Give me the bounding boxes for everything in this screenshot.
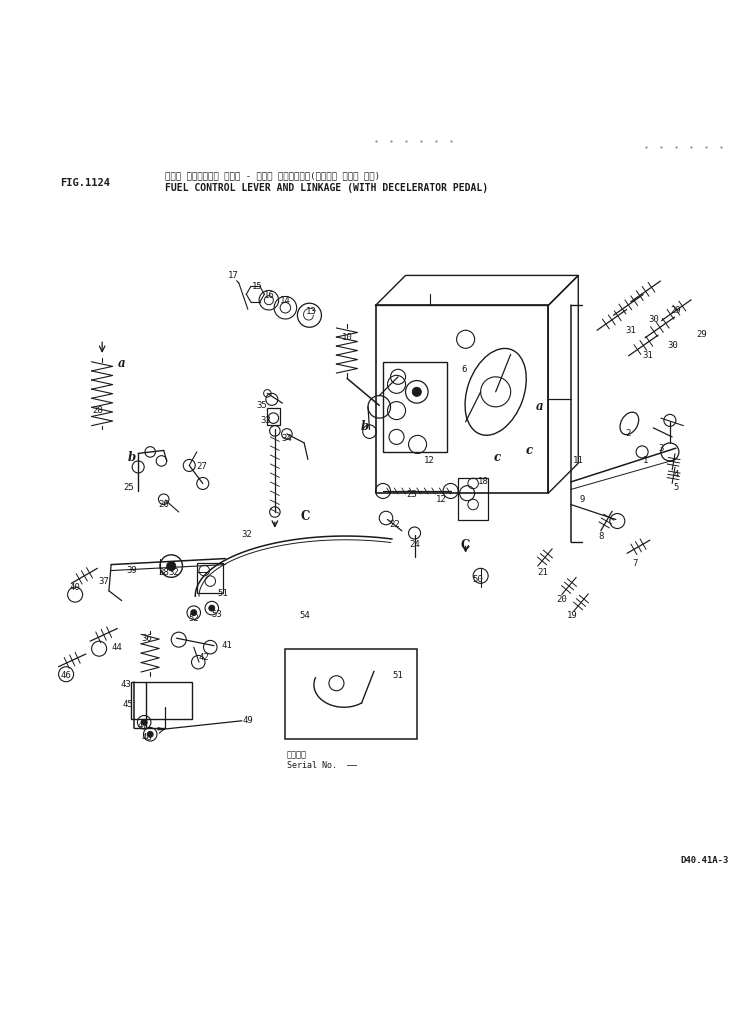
Text: 36: 36 (142, 634, 152, 643)
Text: 53: 53 (211, 609, 222, 618)
Text: 45: 45 (122, 699, 133, 709)
Text: 20: 20 (556, 595, 567, 603)
Circle shape (412, 387, 421, 396)
Text: FIG.1124: FIG.1124 (60, 178, 110, 187)
Circle shape (268, 413, 279, 423)
Circle shape (209, 605, 215, 611)
Text: 51: 51 (217, 589, 228, 598)
Text: 7: 7 (632, 558, 638, 567)
Text: 29: 29 (696, 331, 707, 339)
Text: 9: 9 (579, 496, 585, 505)
Circle shape (191, 609, 197, 615)
Text: 41: 41 (222, 641, 232, 650)
Bar (458, 478, 488, 519)
Text: 3: 3 (658, 443, 664, 453)
Text: 19: 19 (567, 611, 578, 621)
Text: フェル コントロール レバー - および リンケージ　(デクセル ペダル ツキ): フェル コントロール レバー - および リンケージ (デクセル ペダル ツキ) (165, 171, 380, 180)
Text: 12: 12 (424, 457, 435, 466)
Text: 40: 40 (70, 583, 80, 592)
Bar (383, 361, 447, 452)
Text: 5: 5 (673, 483, 679, 493)
Text: 11: 11 (573, 457, 584, 466)
Text: 29: 29 (671, 306, 681, 315)
Text: 44: 44 (111, 643, 122, 651)
Text: D40.41A-3: D40.41A-3 (680, 856, 728, 865)
Text: 43: 43 (121, 680, 131, 689)
Text: b: b (128, 452, 136, 465)
Text: 37: 37 (98, 577, 109, 586)
Text: b: b (361, 420, 369, 433)
Text: 50: 50 (472, 575, 483, 584)
Circle shape (167, 561, 176, 570)
Text: 35: 35 (256, 400, 267, 410)
Text: 1: 1 (643, 457, 649, 466)
Text: 8: 8 (598, 531, 604, 541)
Text: 31: 31 (626, 326, 636, 335)
Text: 25: 25 (124, 483, 134, 493)
Text: 10: 10 (342, 333, 352, 342)
Text: 16: 16 (264, 291, 274, 300)
Text: 15: 15 (252, 283, 262, 291)
Bar (376, 305, 548, 494)
Text: 46: 46 (61, 671, 71, 680)
Circle shape (147, 731, 153, 737)
Text: 32: 32 (241, 530, 252, 539)
Text: C: C (461, 540, 470, 552)
Text: 6: 6 (461, 365, 467, 374)
Text: 30: 30 (648, 315, 659, 325)
Text: 31: 31 (642, 351, 653, 360)
Text: 42: 42 (199, 653, 210, 663)
Text: 38: 38 (158, 567, 169, 577)
Text: 24: 24 (409, 540, 420, 549)
Text: 28: 28 (92, 407, 103, 415)
Text: 47: 47 (137, 721, 148, 730)
Text: 13: 13 (306, 307, 317, 316)
Text: 17: 17 (228, 271, 238, 280)
Text: 適用機種
Serial No.  ――: 適用機種 Serial No. ―― (287, 751, 357, 770)
Text: 51: 51 (393, 671, 403, 680)
Text: 27: 27 (196, 463, 207, 471)
Bar (267, 409, 280, 425)
Text: 33: 33 (261, 416, 271, 425)
Text: FUEL CONTROL LEVER AND LINKAGE (WITH DECELERATOR PEDAL): FUEL CONTROL LEVER AND LINKAGE (WITH DEC… (165, 183, 488, 194)
Text: 30: 30 (668, 341, 678, 350)
Text: 26: 26 (158, 500, 169, 509)
Text: 2: 2 (625, 429, 631, 437)
Text: 21: 21 (537, 567, 547, 577)
Text: a: a (118, 356, 125, 370)
Bar (197, 563, 223, 593)
Text: 18: 18 (478, 477, 489, 486)
Text: 4: 4 (673, 470, 679, 479)
Text: 23: 23 (406, 490, 417, 500)
Bar (285, 648, 417, 738)
Bar (131, 682, 192, 719)
Text: c: c (525, 444, 532, 457)
Text: 49: 49 (243, 716, 253, 725)
Text: 22: 22 (390, 520, 400, 529)
Text: 14: 14 (280, 296, 291, 305)
Text: 52: 52 (189, 614, 199, 624)
Text: C: C (300, 510, 309, 523)
Text: 32: 32 (169, 567, 179, 577)
Text: 12: 12 (436, 495, 447, 504)
Text: 48: 48 (142, 733, 152, 741)
Text: 54: 54 (300, 611, 310, 621)
Circle shape (141, 719, 147, 725)
Text: 39: 39 (126, 566, 137, 575)
Text: 34: 34 (282, 434, 292, 443)
Text: c: c (493, 452, 501, 465)
Text: a: a (535, 400, 543, 414)
